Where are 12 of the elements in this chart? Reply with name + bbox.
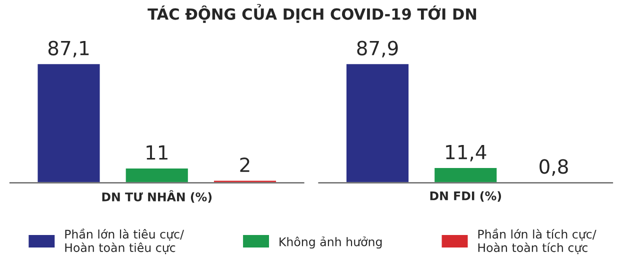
data-label: 2	[240, 157, 250, 172]
x-axis-title: DN FDI (%)	[430, 191, 501, 202]
legend-label: Phần lớn là tích cực/ Hoàn toàn tích cực	[478, 228, 596, 254]
data-label: 87,1	[48, 40, 89, 58]
x-axis-title: DN TƯ NHÂN (%)	[102, 190, 212, 203]
data-label: 11,4	[446, 144, 486, 162]
legend-label: Không ảnh hưởng	[280, 236, 382, 249]
data-label: 0,8	[540, 159, 568, 176]
data-label: 87,9	[357, 40, 398, 58]
data-label: 11	[146, 145, 168, 160]
chart-title: TÁC ĐỘNG CỦA DỊCH COVID-19 TỚI DN	[148, 4, 476, 23]
legend-label: Phần lớn là tiêu cực/ Hoàn toàn tiêu cực	[65, 228, 184, 254]
